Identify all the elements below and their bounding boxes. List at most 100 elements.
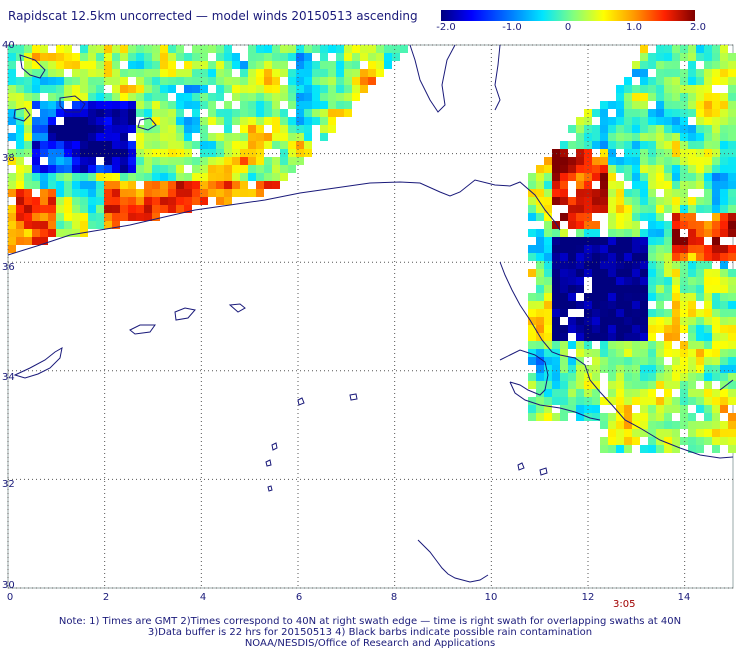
wind-cell	[192, 101, 200, 109]
wind-cell	[368, 53, 376, 61]
wind-cell	[256, 173, 264, 181]
wind-cell	[208, 165, 216, 173]
wind-cell	[720, 325, 728, 333]
wind-cell	[136, 109, 144, 117]
wind-cell	[672, 349, 680, 357]
wind-cell	[216, 197, 224, 205]
wind-cell	[48, 133, 56, 141]
wind-cell	[96, 109, 104, 117]
wind-cell	[272, 53, 280, 61]
wind-cell	[96, 69, 104, 77]
wind-cell	[152, 173, 160, 181]
wind-cell	[536, 253, 544, 261]
wind-cell	[640, 269, 648, 277]
wind-cell	[192, 109, 200, 117]
wind-cell	[560, 381, 568, 389]
wind-cell	[696, 429, 704, 437]
wind-cell	[352, 61, 360, 69]
wind-cell	[104, 197, 112, 205]
wind-cell	[144, 197, 152, 205]
wind-cell	[552, 365, 560, 373]
wind-cell	[8, 101, 16, 109]
wind-cell	[256, 85, 264, 93]
wind-cell	[8, 53, 16, 61]
wind-cell	[688, 269, 696, 277]
wind-cell	[656, 237, 664, 245]
wind-cell	[672, 101, 680, 109]
wind-cell	[560, 157, 568, 165]
wind-cell	[648, 189, 656, 197]
wind-cell	[672, 221, 680, 229]
wind-cell	[696, 325, 704, 333]
wind-cell	[96, 165, 104, 173]
wind-cell	[576, 269, 584, 277]
wind-cell	[552, 317, 560, 325]
wind-cell	[8, 189, 16, 197]
wind-cell	[664, 421, 672, 429]
wind-cell	[64, 229, 72, 237]
wind-cell	[560, 173, 568, 181]
wind-cell	[592, 405, 600, 413]
lon-label-4: 4	[199, 592, 207, 603]
wind-cell	[40, 61, 48, 69]
wind-cell	[352, 53, 360, 61]
wind-cell	[640, 77, 648, 85]
wind-cell	[240, 189, 248, 197]
wind-cell	[224, 125, 232, 133]
wind-cell	[24, 149, 32, 157]
wind-cell	[32, 141, 40, 149]
wind-cell	[288, 165, 296, 173]
wind-cell	[160, 53, 168, 61]
wind-cell	[672, 125, 680, 133]
wind-cell	[656, 173, 664, 181]
wind-cell	[728, 285, 736, 293]
wind-cell	[704, 349, 712, 357]
wind-cell	[320, 69, 328, 77]
wind-cell	[688, 437, 696, 445]
wind-cell	[672, 325, 680, 333]
wind-cell	[208, 133, 216, 141]
wind-cell	[664, 405, 672, 413]
wind-cell	[208, 141, 216, 149]
wind-cell	[632, 173, 640, 181]
wind-cell	[248, 61, 256, 69]
wind-cell	[704, 197, 712, 205]
wind-cell	[600, 269, 608, 277]
wind-cell	[544, 365, 552, 373]
wind-cell	[712, 45, 720, 53]
wind-cell	[688, 301, 696, 309]
wind-cell	[176, 117, 184, 125]
wind-cell	[704, 69, 712, 77]
wind-cell	[616, 413, 624, 421]
wind-cell	[16, 45, 24, 53]
wind-cell	[56, 213, 64, 221]
wind-cell	[648, 245, 656, 253]
wind-cell	[104, 157, 112, 165]
wind-cell	[296, 77, 304, 85]
wind-cell	[688, 397, 696, 405]
wind-cell	[704, 357, 712, 365]
wind-cell	[184, 189, 192, 197]
wind-cell	[680, 365, 688, 373]
wind-cell	[560, 277, 568, 285]
wind-cell	[648, 133, 656, 141]
wind-cell	[256, 69, 264, 77]
wind-cell	[72, 205, 80, 213]
wind-cell	[152, 101, 160, 109]
wind-cell	[288, 93, 296, 101]
wind-cell	[640, 181, 648, 189]
wind-cell	[600, 205, 608, 213]
wind-cell	[232, 181, 240, 189]
wind-cell	[80, 165, 88, 173]
wind-cell	[112, 205, 120, 213]
wind-cell	[624, 301, 632, 309]
wind-cell	[16, 181, 24, 189]
wind-cell	[672, 253, 680, 261]
wind-cell	[680, 69, 688, 77]
wind-cell	[528, 349, 536, 357]
graticule	[7, 44, 733, 589]
wind-cell	[112, 53, 120, 61]
wind-cell	[168, 85, 176, 93]
wind-cell	[320, 109, 328, 117]
wind-cell	[168, 141, 176, 149]
